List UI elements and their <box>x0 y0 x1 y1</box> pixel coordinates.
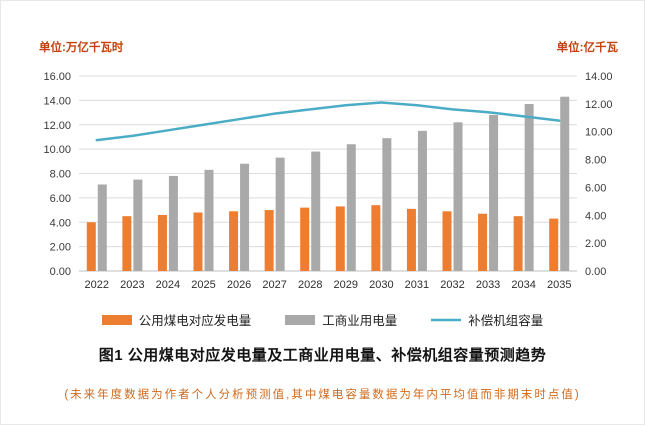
bar-generation <box>371 205 381 271</box>
plot-area: 0.00 2.00 4.00 6.00 8.00 10.00 12.00 14.00 16.00… <box>43 71 612 291</box>
right-axis-tick-label: 14.00 <box>585 71 613 83</box>
bar-consumption <box>240 163 250 271</box>
bar-generation <box>86 222 96 271</box>
right-axis-unit-label: 单位:亿千瓦 <box>557 40 619 54</box>
bar-consumption <box>453 122 463 271</box>
bar-generation <box>549 218 559 271</box>
bar-consumption <box>417 130 427 271</box>
left-axis-tick-label: 10.00 <box>43 144 71 156</box>
bar-generation <box>442 211 452 271</box>
bar-consumption <box>560 96 570 271</box>
x-axis-label: 2022 <box>85 279 109 291</box>
x-axis-label: 2034 <box>511 279 535 291</box>
x-axis-label: 2030 <box>369 279 393 291</box>
figure-title: 图1 公用煤电对应发电量及工商业用电量、补偿机组容量预测趋势 <box>98 347 547 364</box>
x-axis-label: 2033 <box>476 279 500 291</box>
left-axis-tick-label: 12.00 <box>43 120 71 132</box>
x-axis-label: 2035 <box>547 279 571 291</box>
bar-consumption <box>382 138 392 271</box>
bar-swatch-icon <box>285 314 316 325</box>
chart-canvas: 单位:万亿千瓦时 单位:亿千瓦 0.00 2.00 4.00 6.00 8.00 10.0… <box>39 40 619 291</box>
x-axis-label: 2032 <box>440 279 464 291</box>
bar-generation <box>157 214 167 271</box>
left-axis-tick-label: 4.00 <box>50 217 71 229</box>
bar-generation <box>193 212 203 271</box>
bar-consumption <box>275 157 285 271</box>
line-capacity <box>95 101 561 142</box>
right-axis-tick-label: 0.00 <box>585 266 606 278</box>
left-axis-tick-label: 0.00 <box>50 266 71 278</box>
left-axis-tick-label: 16.00 <box>43 71 71 83</box>
bar-consumption <box>97 184 107 271</box>
bar-consumption <box>346 144 356 271</box>
legend-label-consumption: 工商业用电量 <box>322 314 398 328</box>
legend-item-generation: 公用煤电对应发电量 <box>101 310 252 329</box>
x-axis-label: 2026 <box>227 279 251 291</box>
left-axis-tick-label: 2.00 <box>50 242 71 254</box>
swatch-rect <box>101 314 132 325</box>
x-axis-label: 2024 <box>156 279 180 291</box>
legend-label-generation: 公用煤电对应发电量 <box>138 314 252 328</box>
left-axis-tick-label: 14.00 <box>43 95 71 107</box>
bar-swatch-icon <box>101 314 132 325</box>
left-axis-unit-label: 单位:万亿千瓦时 <box>39 40 124 54</box>
bar-consumption <box>311 151 321 271</box>
bar-consumption <box>489 115 499 271</box>
bar-generation <box>335 206 345 271</box>
bar-generation <box>122 216 132 271</box>
legend-label-capacity: 补偿机组容量 <box>468 314 544 328</box>
bar-generation <box>229 211 239 271</box>
swatch-rect <box>285 314 316 325</box>
x-axis-label: 2029 <box>334 279 358 291</box>
x-axis-label: 2025 <box>191 279 215 291</box>
bar-consumption <box>524 104 534 271</box>
x-axis-label: 2031 <box>405 279 429 291</box>
bar-generation <box>264 210 274 271</box>
right-axis-tick-label: 4.00 <box>585 210 606 222</box>
left-axis-tick-label: 6.00 <box>50 193 71 205</box>
x-axis-label: 2023 <box>120 279 144 291</box>
bar-consumption <box>204 169 214 271</box>
legend-item-consumption: 工商业用电量 <box>285 310 397 329</box>
x-axis-label: 2027 <box>262 279 286 291</box>
bar-consumption <box>133 179 143 271</box>
bar-generation <box>300 207 310 271</box>
left-axis-tick-label: 8.00 <box>50 169 71 181</box>
legend-item-capacity: 补偿机组容量 <box>431 310 543 329</box>
right-axis-tick-label: 10.00 <box>585 127 613 139</box>
bar-generation <box>478 213 488 271</box>
bar-generation <box>513 216 523 271</box>
right-axis-tick-label: 2.00 <box>585 238 606 250</box>
chart-legend: 公用煤电对应发电量 工商业用电量 补偿机组容量 <box>1 310 644 329</box>
right-axis-tick-label: 8.00 <box>585 155 606 167</box>
line-swatch-icon <box>431 318 462 321</box>
bar-consumption <box>168 175 178 271</box>
x-axis-label: 2028 <box>298 279 322 291</box>
bar-generation <box>406 208 416 271</box>
right-axis-tick-label: 12.00 <box>585 99 613 111</box>
right-axis-tick-label: 6.00 <box>585 182 606 194</box>
figure-footnote: (未来年度数据为作者个人分析预测值,其中煤电容量数据为年内平均值而非期末时点值) <box>64 389 581 401</box>
